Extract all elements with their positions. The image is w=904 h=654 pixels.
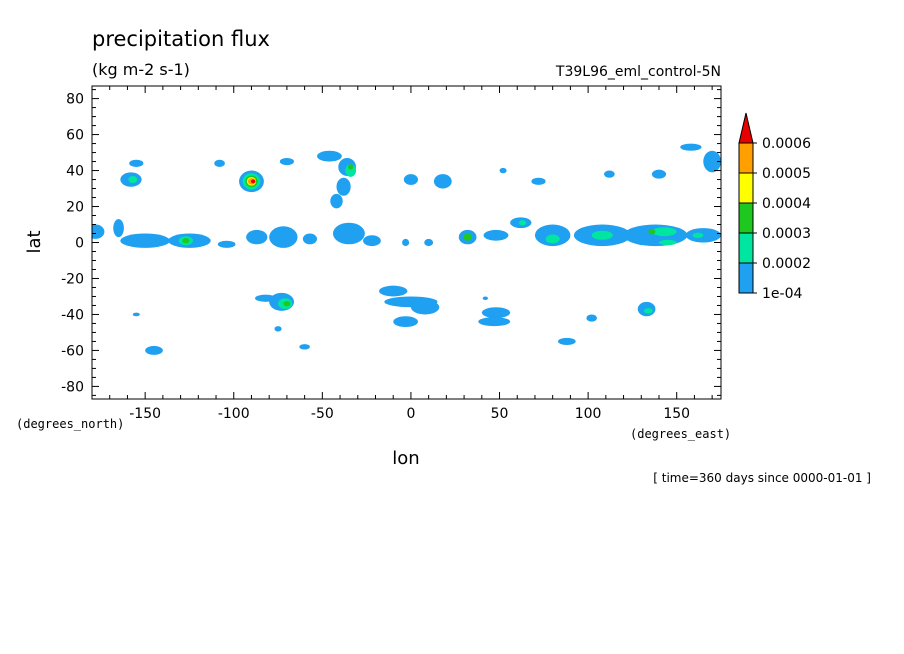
colorbar-label: 0.0003 xyxy=(762,226,811,242)
y-tick-label: -20 xyxy=(61,271,84,287)
precip-cell-15 xyxy=(336,177,351,196)
colorbar-segment-2 xyxy=(738,202,754,234)
precip-cell-10 xyxy=(279,157,294,166)
precip-cell-50 xyxy=(648,229,656,235)
x-tick-label: 0 xyxy=(406,406,415,422)
precip-cell-32 xyxy=(246,229,268,245)
precip-cell-65 xyxy=(393,316,419,328)
precip-cell-34 xyxy=(302,233,318,245)
minor-ticks xyxy=(92,86,721,399)
precip-cell-69 xyxy=(557,337,576,346)
precip-cell-58 xyxy=(274,326,282,332)
colorbar-label: 1e-04 xyxy=(762,286,802,302)
y-tick-label: -40 xyxy=(61,307,84,323)
y-tick-label: -60 xyxy=(61,343,84,359)
precip-cell-3 xyxy=(214,159,225,167)
colorbar-segment-4 xyxy=(738,142,754,174)
precip-cell-11 xyxy=(317,150,342,162)
precip-cell-49 xyxy=(651,227,677,237)
x-axis-ticks: -150 -100 -50 0 50 100 150 xyxy=(129,86,690,422)
precip-cell-35 xyxy=(332,222,365,245)
precip-cell-66 xyxy=(481,307,511,319)
y-unit-label: (degrees_north) xyxy=(16,417,124,431)
precip-cell-27 xyxy=(120,233,170,248)
colorbar-label: 0.0004 xyxy=(762,196,811,212)
colorbar-segment-3 xyxy=(738,172,754,204)
x-axis-label: lon xyxy=(392,448,419,469)
colorbar-label: 0.0006 xyxy=(762,136,811,152)
x-unit-label: (degrees_east) xyxy=(630,427,731,441)
y-axis-label: lat xyxy=(24,230,45,253)
precip-cell-13 xyxy=(345,164,357,177)
precip-cell-51 xyxy=(658,239,677,246)
precip-cell-70 xyxy=(586,314,597,322)
colorbar-label: 0.0002 xyxy=(762,256,811,272)
precip-cell-22 xyxy=(651,169,667,179)
colorbar-segment-1 xyxy=(738,232,754,264)
precip-cell-33 xyxy=(269,226,298,248)
precip-cell-64 xyxy=(410,300,440,315)
precip-cell-62 xyxy=(379,285,408,297)
precip-cell-14 xyxy=(348,164,354,170)
y-tick-label: 60 xyxy=(66,128,84,144)
precip-cell-47 xyxy=(591,230,613,240)
x-tick-label: -50 xyxy=(311,406,334,422)
precip-cell-60 xyxy=(132,312,140,317)
dataset-label: T39L96_eml_control-5N xyxy=(555,64,721,80)
colorbar-segment-0 xyxy=(738,262,754,294)
precip-cell-68 xyxy=(482,296,489,301)
precip-cell-37 xyxy=(402,238,410,247)
precip-cell-72 xyxy=(643,308,653,314)
precip-cell-38 xyxy=(424,238,434,247)
precip-cell-36 xyxy=(363,235,381,247)
precip-cell-17 xyxy=(403,174,419,185)
time-info: [ time=360 days since 0000-01-01 ] xyxy=(653,471,871,485)
precipitation-field xyxy=(92,143,721,355)
x-tick-label: 150 xyxy=(663,406,690,422)
precip-cell-18 xyxy=(433,174,452,189)
precip-cell-57 xyxy=(255,294,277,302)
precip-cell-53 xyxy=(692,232,704,239)
precip-cell-59 xyxy=(299,344,310,350)
colorbar-label: 0.0005 xyxy=(762,166,811,182)
chart-units: (kg m-2 s-1) xyxy=(92,60,190,79)
precip-cell-21 xyxy=(604,170,615,178)
precip-cell-9 xyxy=(250,179,256,184)
y-axis-ticks: 80 60 40 20 0 -20 -40 -60 -80 xyxy=(61,92,721,395)
precip-cell-61 xyxy=(145,345,163,355)
precip-cell-16 xyxy=(330,193,343,209)
precip-cell-20 xyxy=(531,177,546,185)
precip-cell-23 xyxy=(680,143,702,151)
precip-cell-0 xyxy=(129,159,144,167)
precip-cell-2 xyxy=(128,175,138,184)
chart-title: precipitation flux xyxy=(92,27,270,51)
precip-cell-41 xyxy=(483,229,509,241)
precip-cell-19 xyxy=(499,167,507,174)
x-tick-label: 50 xyxy=(491,406,509,422)
x-tick-label: -150 xyxy=(129,406,161,422)
precip-cell-67 xyxy=(478,317,511,327)
precip-cell-25 xyxy=(92,224,105,239)
colorbar-max-arrow xyxy=(738,112,754,144)
precip-cell-40 xyxy=(463,233,473,241)
precip-cell-31 xyxy=(217,240,236,248)
precip-cell-30 xyxy=(182,238,190,244)
x-tick-label: 100 xyxy=(575,406,602,422)
precip-cell-48 xyxy=(623,224,688,247)
precip-cell-45 xyxy=(545,234,560,244)
precip-cell-43 xyxy=(519,220,527,226)
colorbar: 1e-04 0.0002 0.0003 0.0004 0.0005 0.0006 xyxy=(738,112,811,302)
y-tick-label: 0 xyxy=(75,236,84,252)
y-tick-label: 20 xyxy=(66,200,84,216)
precip-cell-56 xyxy=(283,300,291,307)
y-tick-label: 40 xyxy=(66,164,84,180)
y-tick-label: 80 xyxy=(66,92,84,108)
x-tick-label: -100 xyxy=(218,406,250,422)
y-tick-label: -80 xyxy=(61,379,84,395)
precip-cell-24 xyxy=(703,150,721,173)
precip-cell-26 xyxy=(113,219,124,238)
